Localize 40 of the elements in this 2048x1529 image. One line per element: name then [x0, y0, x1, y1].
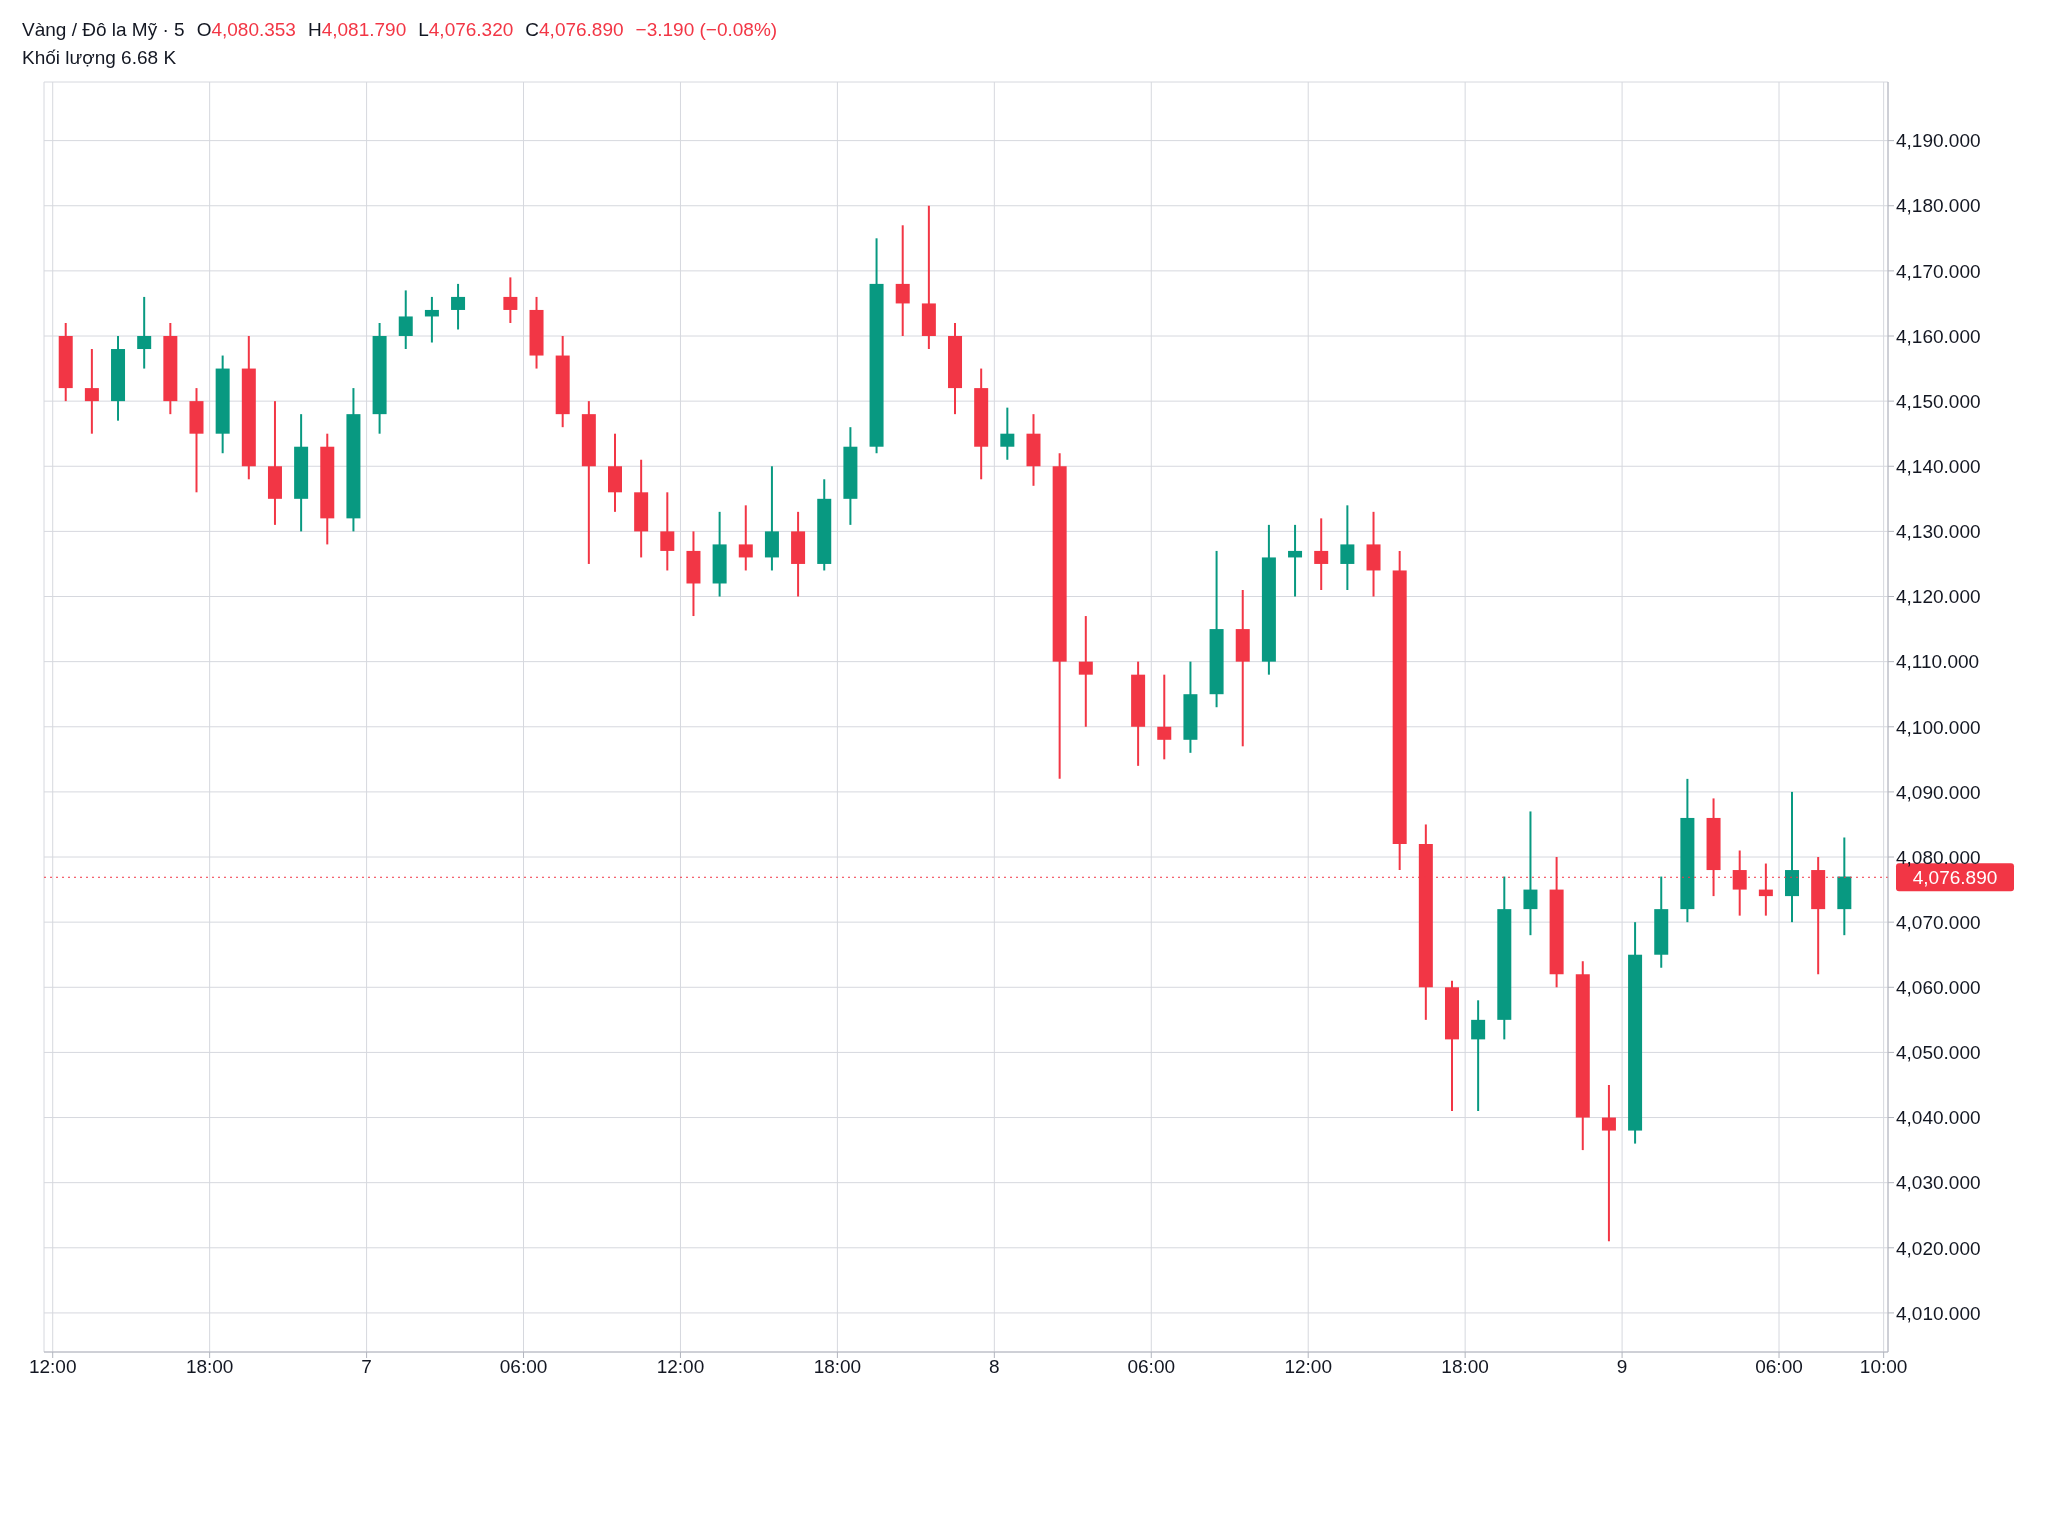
x-tick-label: 06:00 [1127, 1356, 1176, 1378]
y-tick-label: 4,100.000 [1896, 716, 1981, 738]
x-tick-label: 12:00 [28, 1356, 77, 1378]
x-tick-label: 9 [1616, 1356, 1628, 1378]
y-tick-label: 4,010.000 [1896, 1302, 1981, 1324]
y-tick-label: 4,170.000 [1896, 260, 1981, 282]
x-tick-label: 18:00 [185, 1356, 234, 1378]
x-tick-label: 12:00 [1284, 1356, 1332, 1378]
y-tick-label: 4,120.000 [1896, 586, 1981, 608]
x-tick-label: 06:00 [499, 1356, 548, 1378]
text: Khối lượng 6.68 K [22, 46, 178, 70]
y-tick-label: 4,150.000 [1896, 390, 1981, 412]
y-tick-label: 4,160.000 [1896, 325, 1981, 347]
y-tick-label: 4,040.000 [1896, 1107, 1981, 1129]
ref-line-label: 4,076.890 [1912, 867, 1998, 889]
x-tick-label: 8 [989, 1356, 1000, 1378]
y-tick-label: 4,090.000 [1896, 781, 1981, 803]
y-tick-label: 4,180.000 [1896, 195, 1981, 217]
x-tick-label: 7 [361, 1356, 372, 1378]
text: C4,076.890 [525, 19, 624, 40]
text: O4,080.353 [196, 19, 296, 40]
y-tick-label: 4,110.000 [1896, 651, 1980, 673]
x-tick-label: 12:00 [656, 1356, 705, 1378]
y-tick-label: 4,030.000 [1896, 1172, 1981, 1194]
y-tick-label: 4,140.000 [1896, 456, 1981, 477]
y-tick-label: 4,070.000 [1896, 911, 1981, 933]
y-tick-label: 4,190.000 [1896, 130, 1981, 152]
y-tick-label: 4,130.000 [1896, 521, 1981, 543]
text: −3.190 (−0.08%) [635, 19, 778, 40]
x-tick-label: 18:00 [1441, 1356, 1489, 1378]
text: H4,081.790 [307, 19, 407, 40]
x-tick-label: 18:00 [813, 1356, 862, 1378]
y-tick-label: 4,080.000 [1896, 846, 1981, 868]
y-tick-label: 4,020.000 [1896, 1237, 1981, 1259]
x-tick-label: 10:00 [1859, 1356, 1908, 1378]
y-tick-label: 4,050.000 [1896, 1042, 1981, 1064]
y-tick-label: 4,060.000 [1896, 977, 1981, 999]
chart-title: Vàng / Đô la Mỹ · 5 [22, 19, 185, 40]
text: L4,076.320 [418, 19, 514, 40]
x-tick-label: 06:00 [1755, 1356, 1803, 1378]
